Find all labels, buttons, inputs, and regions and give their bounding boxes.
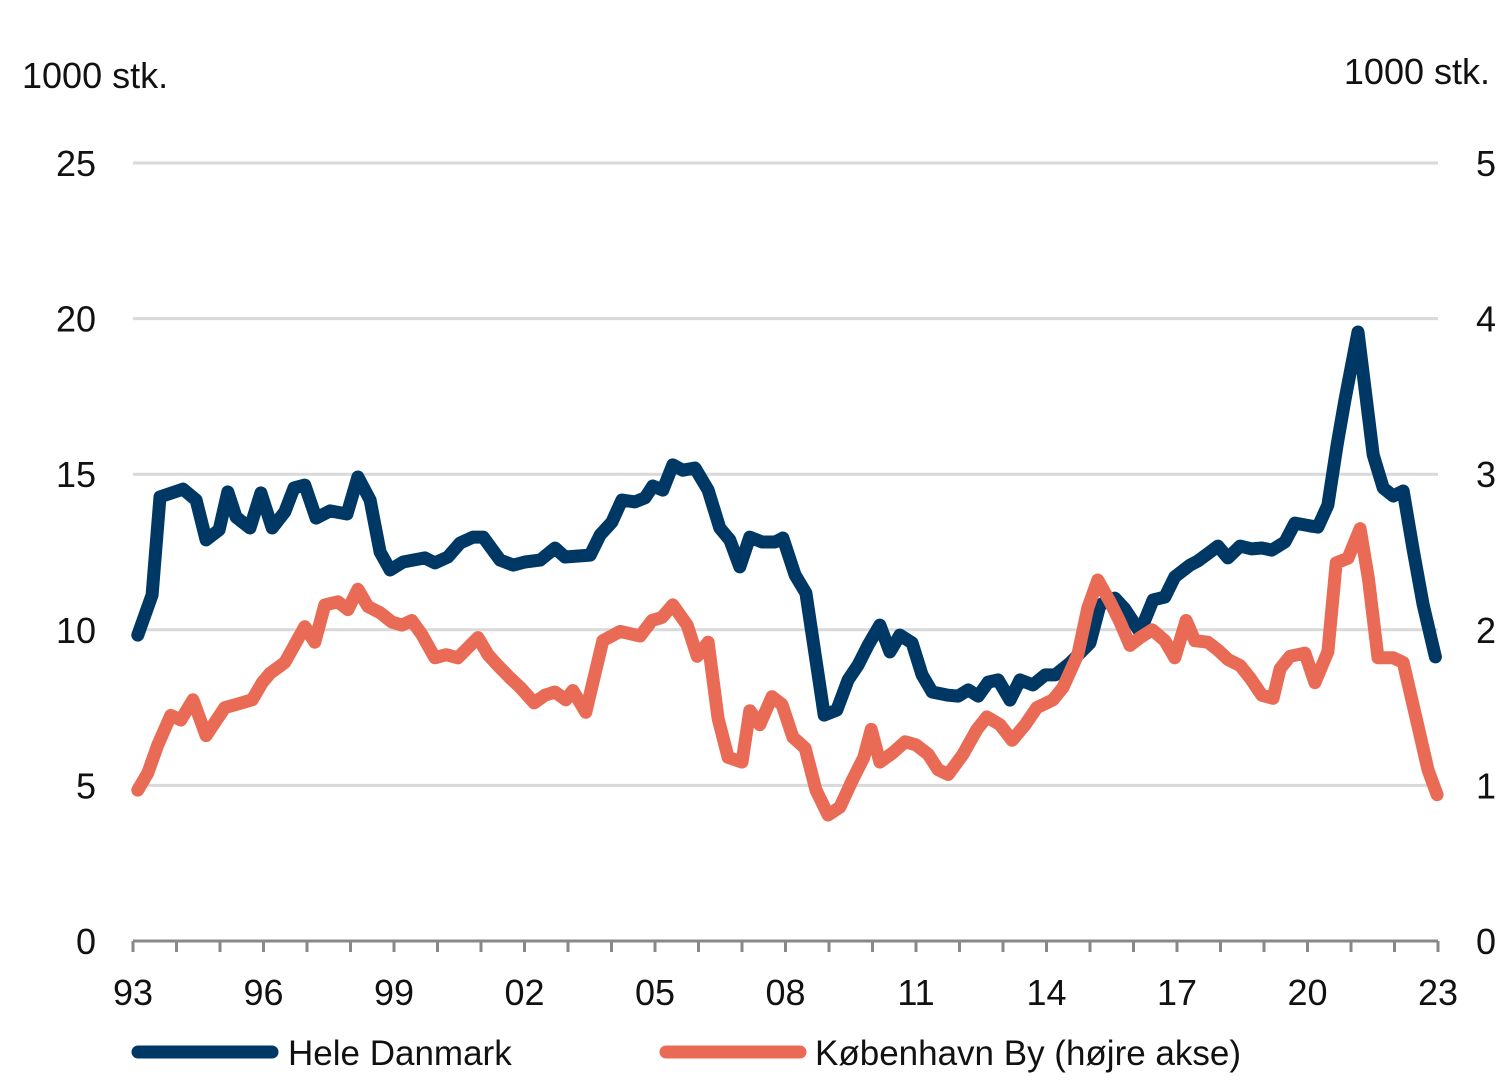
right-y-tick-label: 0	[1476, 921, 1496, 962]
legend-label-hele-danmark: Hele Danmark	[288, 1034, 512, 1073]
right-y-tick-label: 5	[1476, 143, 1496, 184]
x-tick-label: 17	[1157, 972, 1197, 1013]
gridlines	[133, 161, 1438, 787]
left-y-tick-label: 25	[56, 143, 96, 184]
legend: Hele Danmark København By (højre akse)	[131, 1034, 1241, 1073]
x-tick-label: 05	[635, 972, 675, 1013]
series-line-hele-danmark	[131, 325, 1442, 722]
left-y-axis: 0 5 10 15 20 25	[56, 143, 96, 962]
x-tick-label: 20	[1287, 972, 1327, 1013]
left-y-tick-label: 15	[56, 454, 96, 495]
right-y-axis: 0 1 2 3 4 5	[1476, 143, 1496, 962]
x-tick-label: 99	[374, 972, 414, 1013]
legend-label-koebenhavn-by: København By (højre akse)	[815, 1034, 1241, 1073]
series-line-koebenhavn-by	[131, 522, 1444, 822]
x-tick-label: 02	[504, 972, 544, 1013]
series-lines	[131, 325, 1444, 822]
right-axis-unit-label: 1000 stk.	[1344, 51, 1490, 92]
x-tick-label: 93	[113, 972, 153, 1013]
x-tick-label: 23	[1418, 972, 1458, 1013]
x-tick-label: 14	[1026, 972, 1066, 1013]
left-axis-unit-label: 1000 stk.	[22, 55, 168, 96]
x-tick-label: 11	[897, 972, 934, 1013]
right-y-tick-label: 2	[1476, 610, 1496, 651]
right-y-tick-label: 4	[1476, 299, 1496, 340]
x-tick-label: 96	[243, 972, 283, 1013]
left-y-tick-label: 5	[76, 765, 96, 806]
x-tick-label: 08	[765, 972, 805, 1013]
right-y-tick-label: 3	[1476, 454, 1496, 495]
left-y-tick-label: 10	[56, 610, 96, 651]
left-y-tick-label: 0	[76, 921, 96, 962]
left-y-tick-label: 20	[56, 299, 96, 340]
right-y-tick-label: 1	[1476, 765, 1496, 806]
x-axis: 93 96 99 02 05 08 11 14 17 20 23	[113, 939, 1458, 1013]
